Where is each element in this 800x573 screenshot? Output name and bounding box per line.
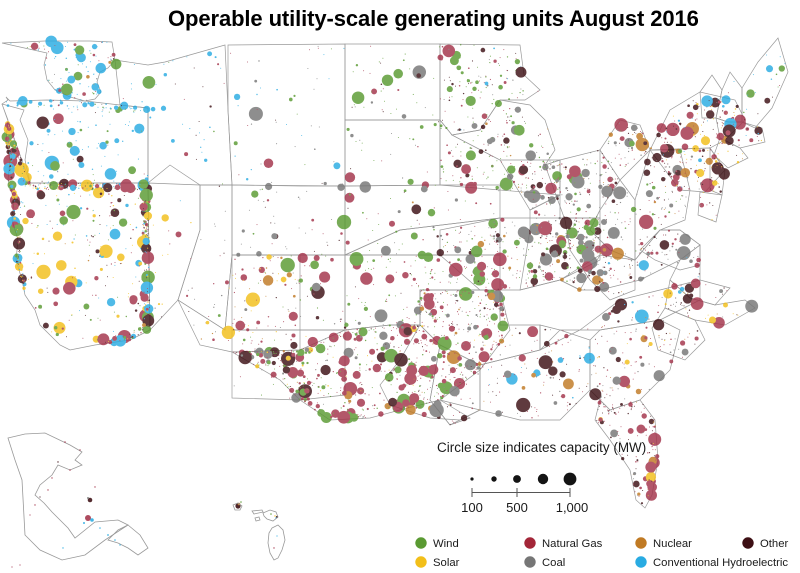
svg-text:Nuclear: Nuclear (653, 538, 692, 550)
svg-text:100: 100 (461, 500, 483, 515)
svg-text:500: 500 (506, 500, 528, 515)
svg-text:Conventional Hydroelectric: Conventional Hydroelectric (653, 557, 788, 569)
svg-text:Solar: Solar (433, 557, 460, 569)
svg-text:1,000: 1,000 (556, 500, 589, 515)
svg-text:Natural Gas: Natural Gas (542, 538, 603, 550)
svg-text:Circle size indicates capacity: Circle size indicates capacity (MW) (437, 440, 646, 455)
svg-text:Wind: Wind (433, 538, 459, 550)
svg-text:Other: Other (760, 538, 788, 550)
svg-text:Coal: Coal (542, 557, 565, 569)
